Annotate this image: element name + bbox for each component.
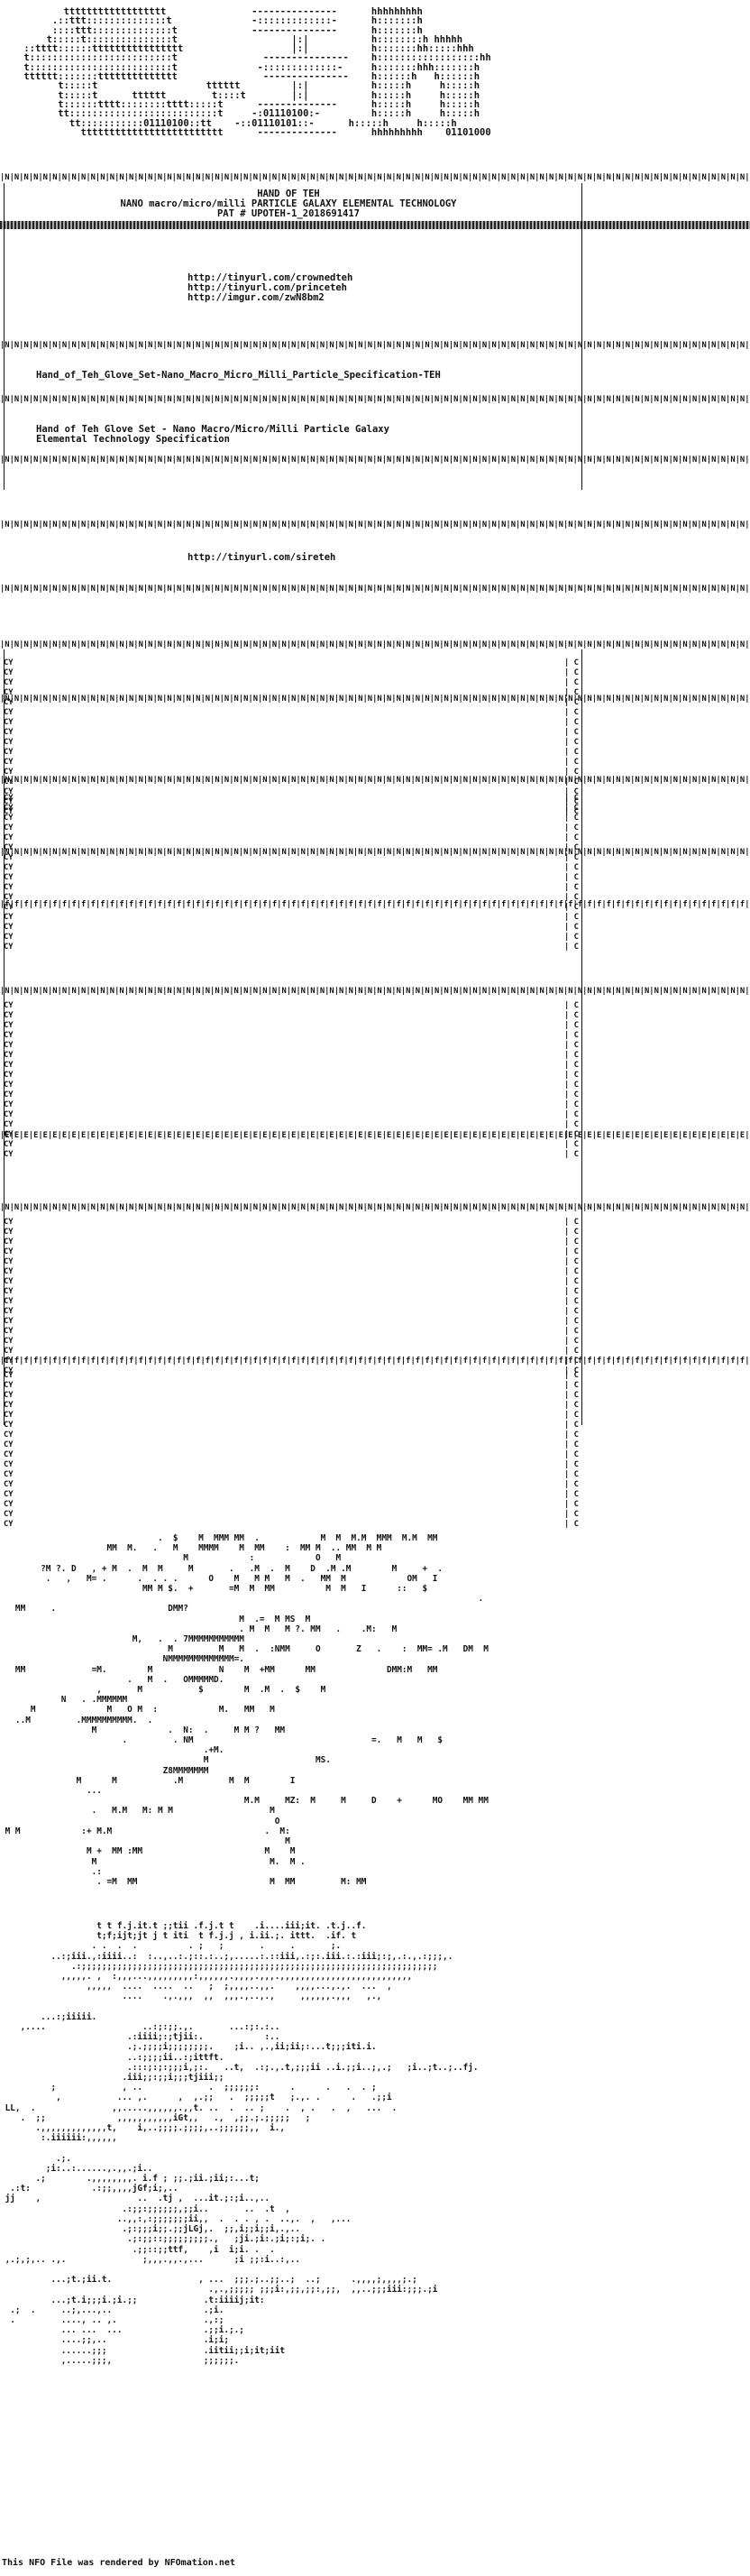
header-line-2: NANO macro/micro/milli PARTICLE GALAXY E… [120,198,457,209]
stitch-divider: |N|N|N|N|N|N|N|N|N|N|N|N|N|N|N|N|N|N|N|N… [0,848,750,857]
portrait-ascii-art-bottom: t t f.j.it.t ;;tii .f.j.t t .i....iii;it… [5,1921,479,2366]
stitch-divider: |N|N|N|N|N|N|N|N|N|N|N|N|N|N|N|N|N|N|N|N… [0,584,750,593]
stitch-divider: |N|N|N|N|N|N|N|N|N|N|N|N|N|N|N|N|N|N|N|N… [0,640,750,649]
teh-logo-ascii: tttttttttttttttttt --------------- hhhhh… [23,7,491,138]
stitch-divider: |N|N|N|N|N|N|N|N|N|N|N|N|N|N|N|N|N|N|N|N… [0,987,750,996]
stitch-divider: |f|f|f|f|f|f|f|f|f|f|f|f|f|f|f|f|f|f|f|f… [0,1357,750,1366]
right-side-column: | C | C | C | C | C | C | C | C | C | C … [564,1371,579,1529]
left-side-column: CY CY CY CY CY CY CY CY CY CY CY CY CY C… [4,1001,14,1159]
spec-desc-line-1: Hand of Teh Glove Set - Nano Macro/Micro… [36,424,389,435]
right-side-column: | C | C | C | C | C | C | C | C | C | C … [564,794,579,952]
stitch-divider: |N|N|N|N|N|N|N|N|N|N|N|N|N|N|N|N|N|N|N|N… [0,341,750,350]
header-line-3: PAT # UPOTEH-1_2018691417 [216,208,361,219]
link-crownedteh[interactable]: http://tinyurl.com/crownedteh [188,272,353,283]
link-sireteh[interactable]: http://tinyurl.com/sireteh [188,552,336,563]
link-imgur[interactable]: http://imgur.com/zwN8bm2 [188,292,325,303]
stitch-divider: |N|N|N|N|N|N|N|N|N|N|N|N|N|N|N|N|N|N|N|N… [0,1203,750,1212]
content-frame [4,649,582,1425]
stitch-divider: |f|f|f|f|f|f|f|f|f|f|f|f|f|f|f|f|f|f|f|f… [0,900,750,909]
shaded-divider [0,221,750,229]
link-princeteh[interactable]: http://tinyurl.com/princeteh [188,282,348,293]
stitch-divider: |N|N|N|N|N|N|N|N|N|N|N|N|N|N|N|N|N|N|N|N… [0,520,750,529]
stitch-divider: |N|N|N|N|N|N|N|N|N|N|N|N|N|N|N|N|N|N|N|N… [0,776,750,785]
stitch-divider: |E|E|E|E|E|E|E|E|E|E|E|E|E|E|E|E|E|E|E|E… [0,1131,750,1140]
right-side-column: | C | C | C | C | C | C | C | C | C | C … [564,1001,579,1159]
left-side-column: CY CY CY CY CY CY CY CY CY CY CY CY CY C… [4,794,14,952]
stitch-divider: |N|N|N|N|N|N|N|N|N|N|N|N|N|N|N|N|N|N|N|N… [0,173,750,182]
stitch-divider: |N|N|N|N|N|N|N|N|N|N|N|N|N|N|N|N|N|N|N|N… [0,695,750,704]
right-side-column: | C | C | C | C | C | C | C | C | C | C … [564,658,579,816]
spec-desc-line-2: Elemental Technology Specification [36,434,230,445]
right-side-column: | C | C | C | C | C | C | C | C | C | C … [564,1218,579,1375]
header-box [4,183,582,490]
left-side-column: CY CY CY CY CY CY CY CY CY CY CY CY CY C… [4,1218,14,1375]
portrait-ascii-art-top: . $ M MMM MM . M M M.M MMM M.M MM MM M. … [5,1533,489,1887]
rendered-by-footer: This NFO File was rendered by NFOmation.… [2,2558,235,2568]
left-side-column: CY CY CY CY CY CY CY CY CY CY CY CY CY C… [4,1371,14,1529]
left-side-column: CY CY CY CY CY CY CY CY CY CY CY CY CY C… [4,658,14,816]
stitch-divider: |N|N|N|N|N|N|N|N|N|N|N|N|N|N|N|N|N|N|N|N… [0,395,750,404]
stitch-divider: |N|N|N|N|N|N|N|N|N|N|N|N|N|N|N|N|N|N|N|N… [0,455,750,465]
header-line-1: HAND OF TEH [257,189,320,199]
spec-title: Hand_of_Teh_Glove_Set-Nano_Macro_Micro_M… [36,370,441,381]
